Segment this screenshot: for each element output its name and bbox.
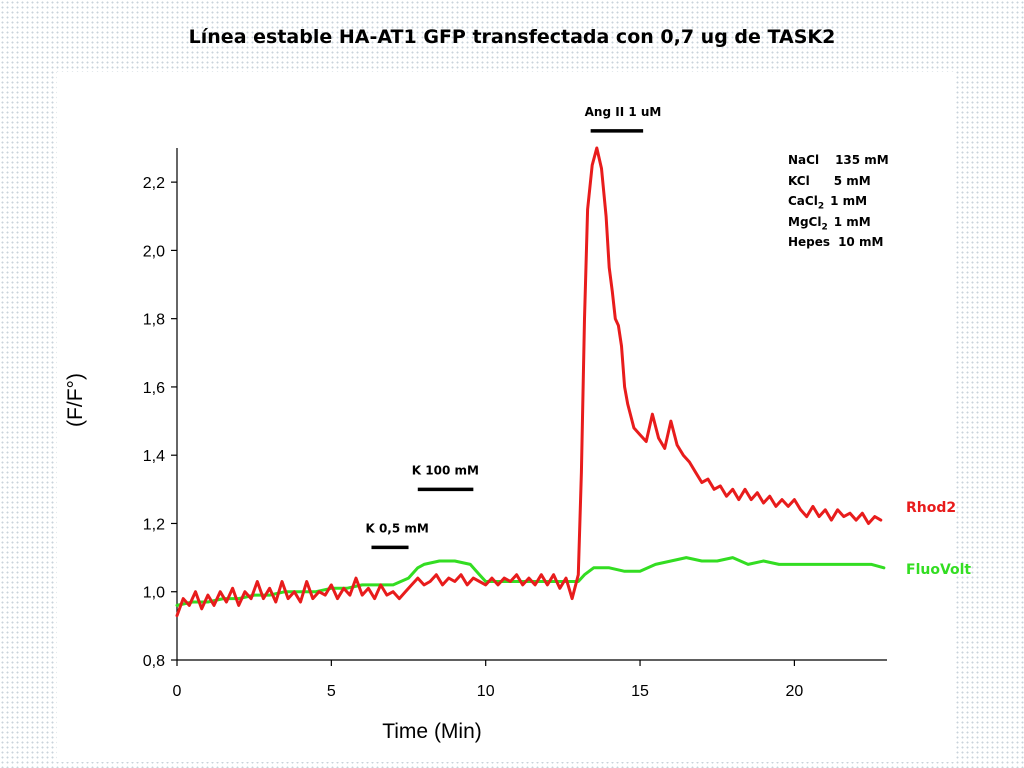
legend-label-rhod2: Rhod2 [906,500,956,516]
solution-concentration: 5 mM [833,173,871,188]
solution-concentration: 135 mM [835,153,889,167]
solution-component: NaCl [788,153,820,167]
solution-composition-table: NaCl 135 mM KCl 5 mM CaCl2 1 mM MgCl2 1 mM Hepes… [788,150,889,253]
solution-component: CaCl [788,194,818,208]
y-axis-ticks: 0,8 1,0 1,2 1,4 1,6 1,8 2,0 2,2 [143,175,177,670]
chart-title: Línea estable HA-AT1 GFP transfectada co… [188,26,836,48]
y-tick-label: 1,4 [143,448,165,465]
solution-row: CaCl2 1 mM [788,191,889,212]
y-tick-label: 1,8 [143,312,165,329]
solution-concentration: 1 mM [833,214,871,229]
solution-subscript: 2 [821,221,828,232]
solution-row: KCl 5 mM [788,171,889,192]
y-axis-label: (F/F°) [64,373,87,427]
stimulus-label: K 100 mM [412,463,479,477]
x-tick-label: 10 [477,683,495,700]
solution-row: NaCl 135 mM [788,150,889,171]
plot-panel [57,72,955,762]
solution-row: MgCl2 1 mM [788,212,889,233]
annotation-layer: K 0,5 mM K 100 mM Ang II 1 uM [365,105,662,550]
solution-component: MgCl [788,214,822,229]
x-tick-label: 0 [173,683,182,700]
x-tick-label: 15 [631,683,649,700]
x-tick-label: 20 [785,683,803,700]
solution-concentration: 10 mM [838,235,884,249]
solution-subscript: 2 [817,201,825,212]
x-axis-ticks: 0 5 10 15 20 [173,660,803,700]
series-line-rhod2 [175,146,883,618]
y-tick-label: 1,2 [143,516,165,533]
solution-component: Hepes [788,235,831,249]
y-tick-label: 1,6 [143,380,165,397]
stimulus-label: Ang II 1 uM [585,105,662,119]
y-tick-label: 1,0 [143,585,165,602]
solution-concentration: 1 mM [830,194,868,208]
solution-row: Hepes 10 mM [788,232,889,253]
legend: Rhod2 FluoVolt [906,500,971,578]
x-tick-label: 5 [327,683,336,700]
solution-component: KCl [788,173,810,188]
y-tick-label: 2,0 [143,243,165,260]
y-tick-label: 0,8 [143,653,165,670]
stimulus-label: K 0,5 mM [365,521,428,535]
y-tick-label: 2,2 [143,175,165,192]
legend-label-fluovolt: FluoVolt [906,562,971,578]
x-axis-label: Time (Min) [382,720,482,743]
series-layer [175,146,886,618]
